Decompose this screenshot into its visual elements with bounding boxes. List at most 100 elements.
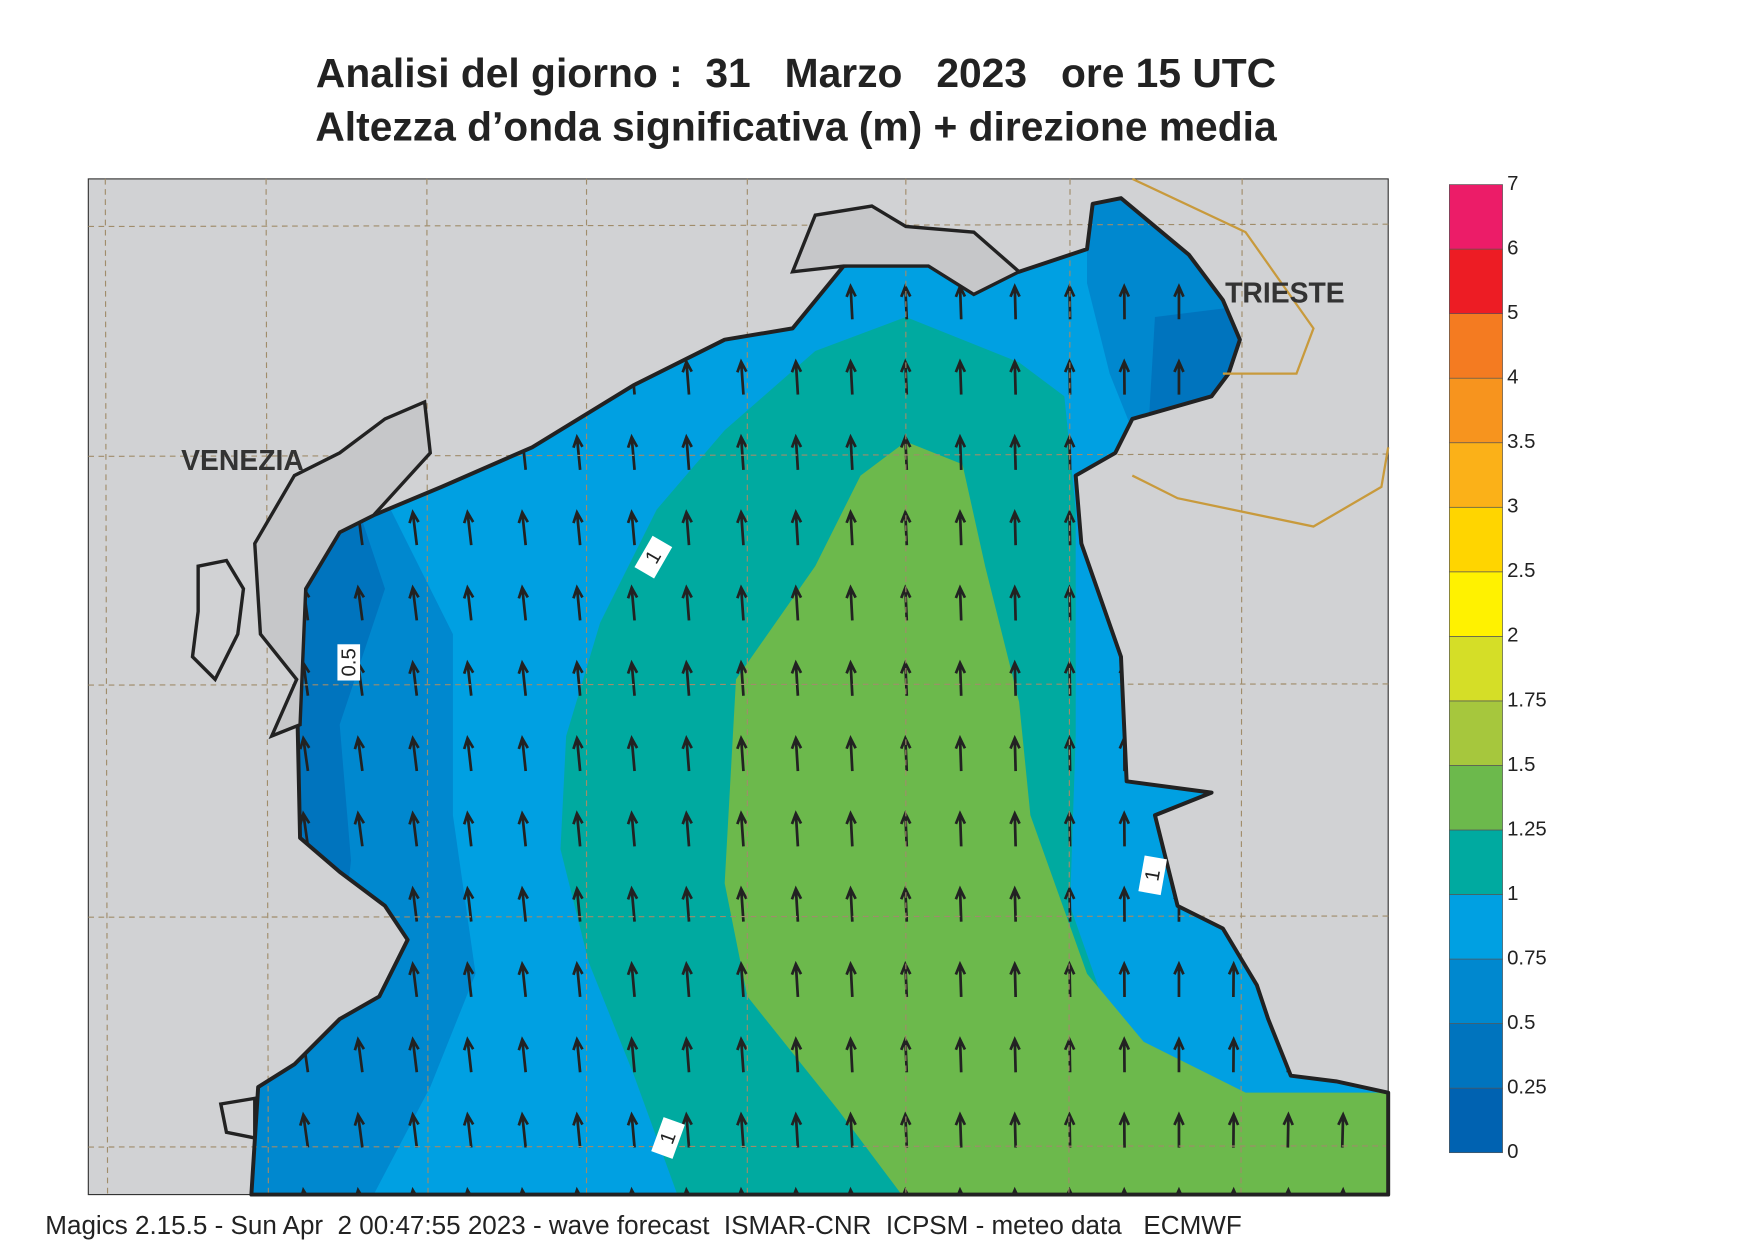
arrow [462,960,475,998]
arrow [790,960,803,998]
arrow [1118,358,1131,395]
arrow [1118,810,1131,847]
legend-label: 5 [1507,302,1518,324]
arrow [1118,1111,1131,1148]
arrow [408,509,420,546]
arrow [1009,509,1021,546]
lagoon [253,399,433,740]
legend-label: 0.25 [1507,1077,1547,1099]
arrow [408,584,420,621]
arrow [845,283,857,320]
sea-125-15 [724,441,1389,1195]
arrow [572,1111,584,1148]
arrow [1118,1186,1131,1195]
arrow [517,960,529,998]
contour-labels: 1 0.5 1 1 [337,535,1167,1159]
arrow [1118,1036,1131,1073]
arrow [626,584,639,621]
arrow [517,1111,529,1148]
arrow [845,960,857,998]
legend-label: 0.5 [1507,1012,1535,1034]
arrow [681,1186,693,1195]
arrow [462,735,475,772]
legend-swatch [1449,894,1503,960]
arrow [408,1036,420,1073]
arrow [681,584,693,621]
arrow [1009,584,1021,621]
arrow [954,433,967,470]
arrow [954,1111,967,1148]
legend-swatch [1449,184,1503,250]
arrow [353,1036,366,1073]
arrow [1009,810,1021,847]
legend-swatch [1449,1023,1503,1089]
arrow [1227,1111,1240,1148]
arrow [517,810,529,847]
arrow [954,1186,967,1195]
arrow [736,509,748,546]
arrow [845,885,857,922]
arrow [736,810,748,847]
arrow [1009,358,1021,395]
map-root: VENEZIA TRIESTE Analisi del giorno : 31 … [45,50,1546,1240]
arrow [1282,1186,1295,1195]
arrow [1009,885,1021,922]
arrow [1173,1186,1185,1195]
arrow [790,659,803,696]
arrow [517,509,529,546]
arrow [681,734,693,772]
contour-label: 0.5 [337,644,361,681]
arrow [462,810,475,847]
arrow [1009,1036,1021,1073]
islets [190,558,257,1141]
border [1131,177,1390,528]
legend-label: 2.5 [1507,560,1535,582]
arrow [736,734,748,772]
arrow [1009,1111,1021,1148]
legend-swatch [1449,248,1503,314]
arrow [790,734,803,772]
arrow [845,810,857,847]
arrow [736,1036,748,1073]
arrow [462,1186,475,1195]
legend-label: 3.5 [1507,431,1535,453]
arrow [626,734,639,772]
arrow [954,810,967,847]
arrow [353,1111,366,1148]
arrow [736,584,748,621]
arrow [1227,960,1240,998]
arrow [790,810,803,847]
arrow [517,584,529,621]
arrow [1009,960,1021,998]
arrow [1227,1186,1240,1195]
arrow [681,810,693,847]
contour-label: 1 [634,535,673,579]
legend: 0 0.25 0.5 0.75 1 1.25 1.5 1.75 2 2.5 3 3.5 4 5 6 7 [1449,173,1547,1163]
legend-label: 1 [1507,883,1518,905]
arrow [1009,283,1021,320]
arrow [626,885,639,922]
arrow [954,584,967,621]
contour-label-box [337,644,361,681]
arrow [954,509,967,546]
arrow [517,1186,529,1195]
arrow [954,358,967,395]
subtitle: Altezza d’onda significativa (m) + direz… [315,103,1277,149]
arrow [681,885,693,922]
arrow [572,584,584,621]
legend-swatch [1449,958,1503,1024]
contour-label: 1 [1138,855,1167,896]
arrow [845,659,857,696]
arrow [1337,1111,1349,1148]
arrow [845,509,857,546]
legend-label: 4 [1507,367,1518,389]
arrow [736,433,748,470]
arrow [572,735,584,772]
arrow [845,433,857,470]
arrow [353,1186,366,1195]
arrow [1009,734,1021,772]
contour-label: 1 [651,1117,685,1159]
arrow [845,734,857,772]
arrow [1227,1036,1240,1073]
